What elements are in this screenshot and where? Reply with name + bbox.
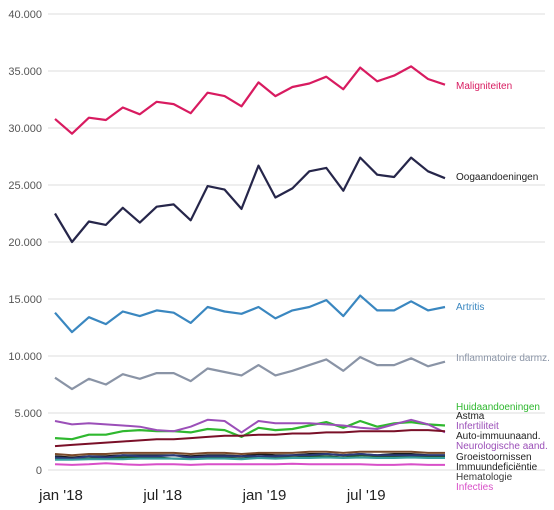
series-line-immuundefici-ntie [54,453,445,460]
y-tick-label: 25.000 [8,180,42,192]
series-line-maligniteiten [54,65,446,135]
y-tick-label: 0 [36,465,42,477]
y-tick-label: 30.000 [8,123,42,135]
series-label-maligniteiten: Maligniteiten [456,81,512,92]
series-label-oogaandoeningen: Oogaandoeningen [456,172,538,183]
y-tick-label: 40.000 [8,9,42,21]
series-line-inflammatoire-darmz [54,356,446,391]
y-tick-label: 5.000 [14,408,42,420]
series-label-groeistoornissen: Groeistoornissen [456,452,532,463]
series-line-groeistoornissen [55,454,445,460]
series-line-artritis [54,294,446,334]
series-label-neurologische-aand: Neurologische aand. [456,441,548,452]
y-tick-label: 20.000 [8,237,42,249]
series-line-auto-immuunaand [54,429,446,448]
series-line-hematologie [55,456,445,461]
series-lines [54,65,446,466]
series-line-infecties [54,462,445,466]
series-line-oogaandoeningen [54,156,446,244]
y-tick-label: 35.000 [8,66,42,78]
x-tick-label: jul '19 [346,487,386,504]
series-label-inflammatoire-darmz: Inflammatoire darmz. [456,353,550,364]
series-label-huidaandoeningen: Huidaandoeningen [456,402,540,413]
x-tick-label: jan '18 [38,487,83,504]
series-line-huidaandoeningen [54,419,446,441]
series-line-neurologische-aand [54,450,445,457]
series-label-artritis: Artritis [456,302,484,313]
series-label-hematologie: Hematologie [456,472,513,483]
x-tick-label: jan '19 [242,487,287,504]
series-label-astma: Astma [456,411,485,422]
x-tick-label: jul '18 [142,487,182,504]
y-tick-label: 15.000 [8,294,42,306]
series-label-infecties: Infecties [456,482,493,493]
series-label-infertiliteit: Infertiliteit [456,421,499,432]
series-labels: Maligniteiten Oogaandoeningen Artritis Infl… [456,81,550,493]
x-axis: jan '18 jul '18 jan '19 jul '19 [38,487,385,504]
series-label-auto-immuunaand: Auto-immuunaand. [456,431,541,442]
series-line-infertiliteit [54,418,446,434]
y-axis: 0 5.000 10.000 15.000 20.000 25.000 30.000 35.0… [8,9,42,477]
series-label-immuundefici-ntie: Immuundeficiëntie [456,462,538,473]
y-tick-label: 10.000 [8,351,42,363]
